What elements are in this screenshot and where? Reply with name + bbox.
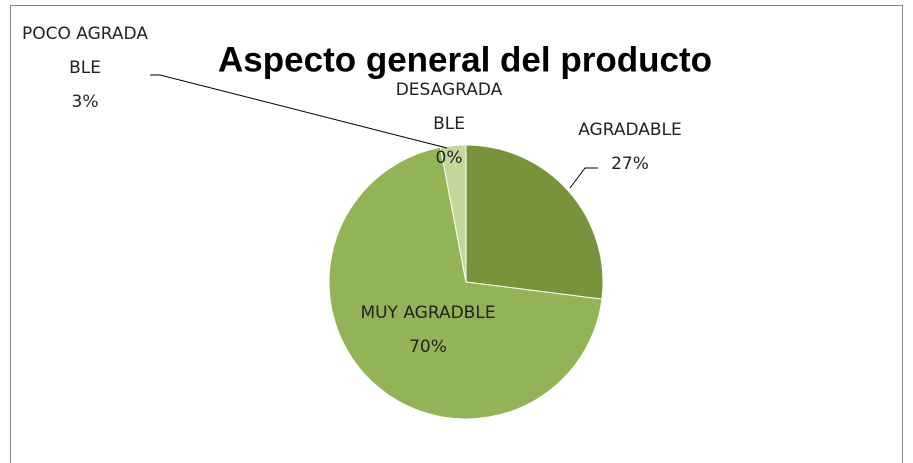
value-label: 3% [71, 92, 99, 112]
label-box: MUY AGRADBLE 70% [358, 296, 498, 364]
data-label: DESAGRADABLE 0% [390, 73, 508, 175]
pie-slice [328, 146, 603, 420]
chart-title: Aspecto general del producto [218, 40, 712, 79]
leader-line [150, 74, 448, 149]
category-label: DESAGRADABLE [395, 80, 503, 134]
category-label: MUY AGRADBLE [360, 303, 496, 323]
value-label: 27% [611, 154, 649, 174]
data-label: MUY AGRADBLE 70% [358, 296, 498, 364]
value-label: 0% [435, 148, 463, 168]
data-label: POCO AGRADABLE 3% [20, 17, 150, 119]
label-box: DESAGRADABLE 0% [390, 73, 508, 175]
leader-line [569, 167, 598, 189]
value-label: 70% [409, 337, 447, 357]
label-box: AGRADABLE 27% [560, 113, 700, 181]
category-label: AGRADABLE [578, 120, 682, 140]
pie-slice [465, 144, 604, 300]
label-box: POCO AGRADABLE 3% [20, 17, 150, 119]
category-label: POCO AGRADABLE [22, 24, 148, 78]
data-label: AGRADABLE 27% [560, 113, 700, 181]
